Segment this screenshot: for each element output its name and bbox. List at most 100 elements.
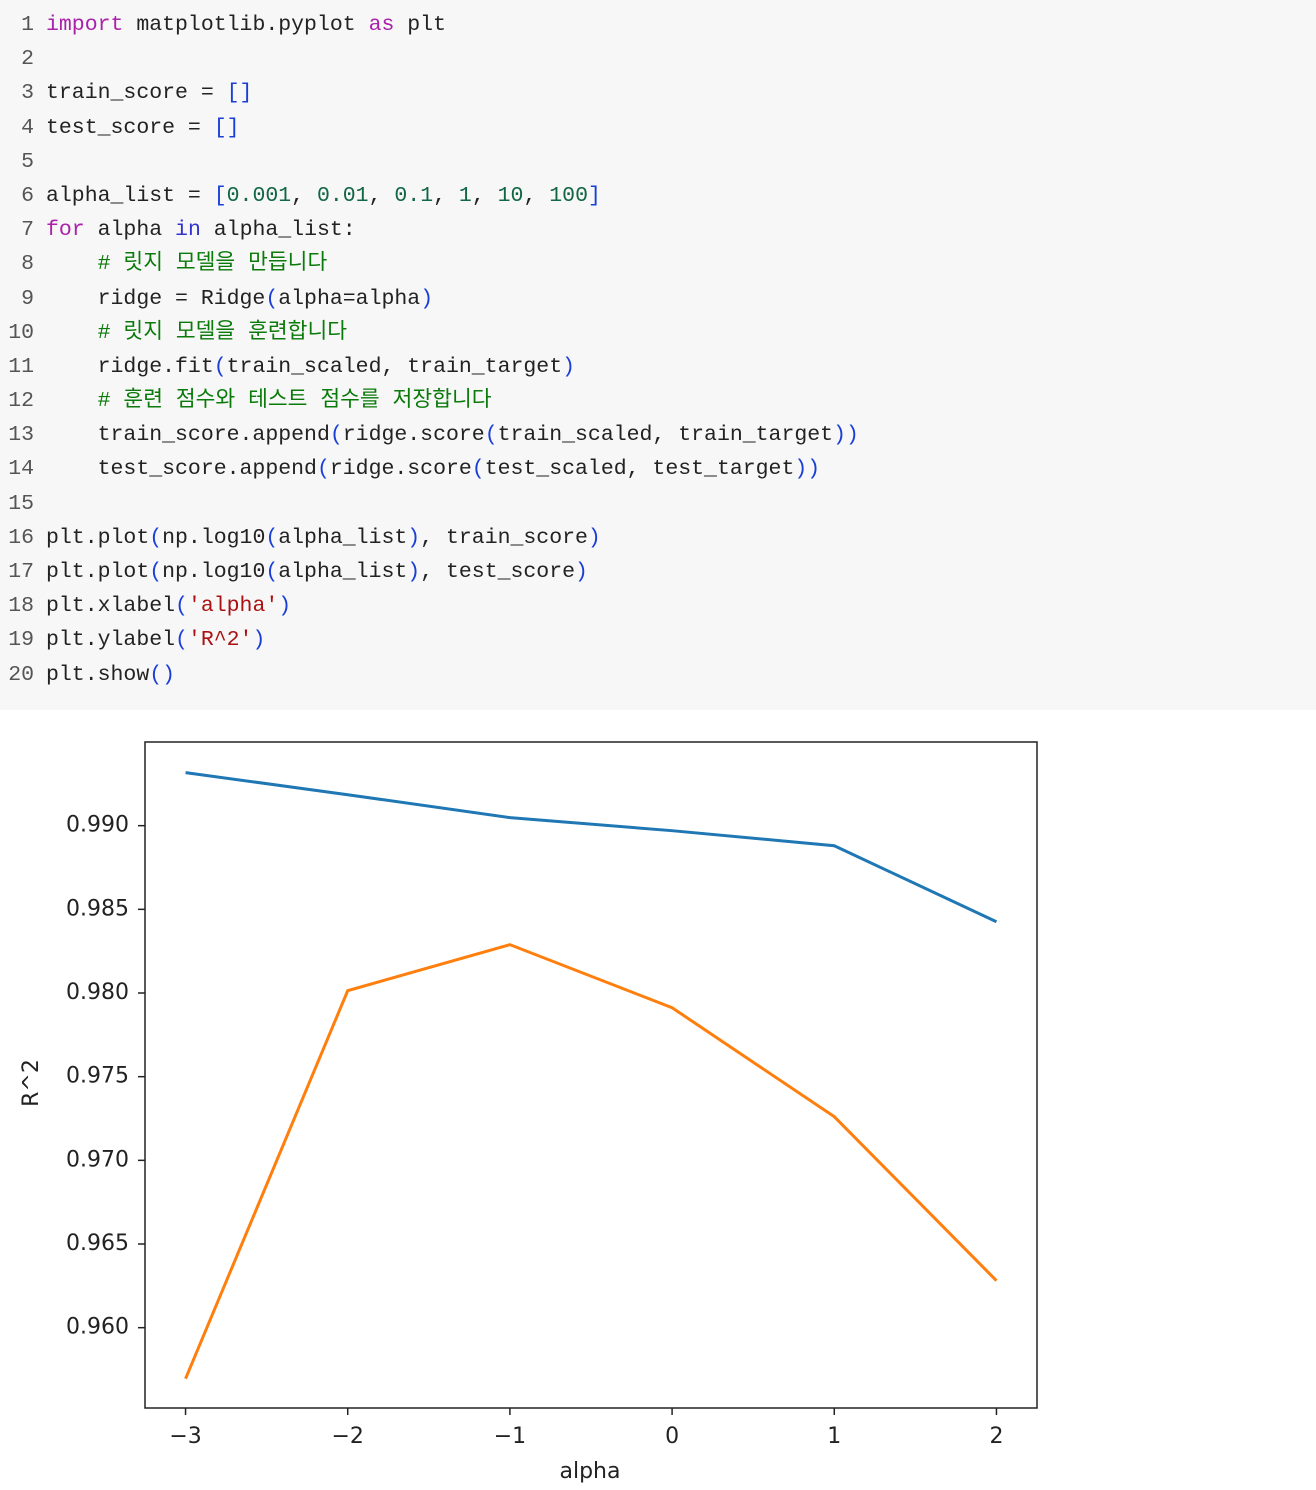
code-line: 1 import matplotlib.pyplot as plt	[0, 8, 1316, 42]
code-token: train_scaled, train_target	[497, 423, 834, 448]
code-token: ridge.fit	[46, 354, 214, 379]
y-axis-label: R^2	[19, 1059, 44, 1107]
code-token: ,	[291, 183, 317, 208]
code-line: 16 plt.plot(np.log10(alpha_list), train_s…	[0, 521, 1316, 555]
code-token: import	[46, 13, 124, 37]
code-line: 9 ridge = Ridge(alpha=alpha)	[0, 282, 1316, 316]
code-line: 2	[0, 42, 1316, 76]
code-token: np.log10	[162, 560, 266, 584]
code-token: ]	[587, 183, 601, 208]
code-line: 20 plt.show()	[0, 658, 1316, 692]
code-text: plt.plot(np.log10(alpha_list), train_sco…	[46, 521, 601, 555]
code-token: 'alpha'	[187, 594, 279, 619]
code-line: 3 train_score = []	[0, 76, 1316, 110]
code-text: ridge = Ridge(alpha=alpha)	[46, 282, 434, 316]
code-token: )	[562, 354, 576, 379]
code-token: , train_score	[420, 525, 588, 550]
code-token: # 훈련 점수와 테스트 점수를 저장합니다	[46, 389, 492, 414]
code-text: # 릿지 모델을 훈련합니다	[46, 316, 347, 350]
code-token: (	[213, 354, 227, 379]
code-token: as	[368, 13, 395, 37]
code-token: )	[587, 525, 601, 550]
code-token: alpha_list	[278, 525, 408, 550]
code-line: 4 test_score = []	[0, 111, 1316, 145]
line-number: 12	[8, 389, 34, 414]
x-tick-label: −1	[494, 1424, 526, 1449]
code-token: ))	[794, 457, 821, 482]
code-token: )	[407, 525, 421, 550]
code-token: plt.ylabel	[46, 628, 176, 653]
code-line: 15	[0, 487, 1316, 521]
code-token: []	[213, 115, 240, 140]
code-token: matplotlib.pyplot	[123, 13, 369, 37]
code-token: in	[175, 218, 201, 243]
code-text: plt.show()	[46, 658, 175, 692]
y-tick-label: 0.980	[66, 980, 129, 1005]
code-token: plt	[394, 13, 446, 37]
code-token: )	[420, 286, 434, 311]
code-token: plt.xlabel	[46, 594, 176, 619]
code-token: ,	[433, 183, 459, 208]
code-token: ,	[523, 183, 550, 208]
code-token: 1	[458, 183, 472, 208]
code-token: (	[175, 594, 188, 619]
code-token: [	[213, 183, 227, 208]
x-axis-label: alpha	[560, 1459, 621, 1484]
code-text: train_score = []	[46, 76, 252, 110]
code-token: test_score =	[46, 115, 214, 140]
code-text: # 훈련 점수와 테스트 점수를 저장합니다	[46, 384, 492, 418]
y-tick-label: 0.990	[66, 813, 129, 838]
code-token: alpha_list	[278, 560, 408, 584]
code-token: 'R^2'	[187, 628, 253, 653]
x-tick-label: 1	[827, 1424, 841, 1449]
code-token: train_scaled, train_target	[226, 354, 563, 379]
x-tick-label: −3	[169, 1424, 201, 1449]
line-series	[184, 943, 998, 1380]
code-line: 19 plt.ylabel('R^2')	[0, 623, 1316, 657]
code-line: 14 test_score.append(ridge.score(test_sc…	[0, 452, 1316, 486]
code-token: for	[46, 218, 85, 243]
code-token: train_score.append	[46, 423, 330, 448]
x-tick-label: 0	[665, 1424, 679, 1449]
line-number: 3	[21, 81, 34, 106]
line-number: 13	[8, 423, 34, 448]
code-token: (	[175, 628, 188, 653]
code-token: test_score.append	[46, 457, 317, 482]
code-token: , test_score	[420, 560, 576, 584]
y-tick-label: 0.970	[66, 1147, 129, 1172]
code-line: 12 # 훈련 점수와 테스트 점수를 저장합니다	[0, 384, 1316, 418]
code-text: alpha_list = [0.001, 0.01, 0.1, 1, 10, 1…	[46, 179, 601, 213]
line-number: 20	[8, 662, 34, 687]
chart: alpha R^2 0.960 0.965 0.970 0.975 0.980 0.985…	[19, 741, 1038, 1484]
code-line: 7 for alpha in alpha_list:	[0, 213, 1316, 247]
code-text: train_score.append(ridge.score(train_sca…	[46, 418, 859, 452]
line-number: 8	[21, 252, 34, 277]
code-token: )	[575, 560, 588, 584]
code-token: train_score =	[46, 81, 227, 106]
code-line: 5	[0, 145, 1316, 179]
line-number: 19	[8, 628, 34, 653]
line-number: 5	[21, 149, 34, 174]
code-token: )	[407, 560, 421, 584]
code-token: )	[278, 594, 292, 619]
code-token: (	[149, 560, 163, 584]
code-token: (	[471, 457, 485, 482]
code-text: test_score.append(ridge.score(test_scale…	[46, 452, 821, 486]
code-text: plt.xlabel('alpha')	[46, 589, 291, 623]
code-line: 8 # 릿지 모델을 만듭니다	[0, 247, 1316, 281]
y-tick-label: 0.975	[66, 1064, 129, 1089]
y-tick-label: 0.985	[66, 896, 129, 921]
code-text: ridge.fit(train_scaled, train_target)	[46, 350, 575, 384]
code-token: 0.001	[226, 183, 292, 208]
line-number: 6	[21, 183, 34, 208]
code-token: plt.plot	[46, 560, 150, 584]
code-token: alpha=alpha	[278, 286, 421, 311]
line-number: 4	[21, 115, 34, 140]
code-token: (	[484, 423, 498, 448]
plot-frame	[144, 741, 1038, 1409]
code-text: plt.plot(np.log10(alpha_list), test_scor…	[46, 555, 588, 589]
code-token: alpha_list:	[200, 218, 356, 243]
line-number: 14	[8, 457, 34, 482]
line-number: 15	[8, 491, 34, 516]
